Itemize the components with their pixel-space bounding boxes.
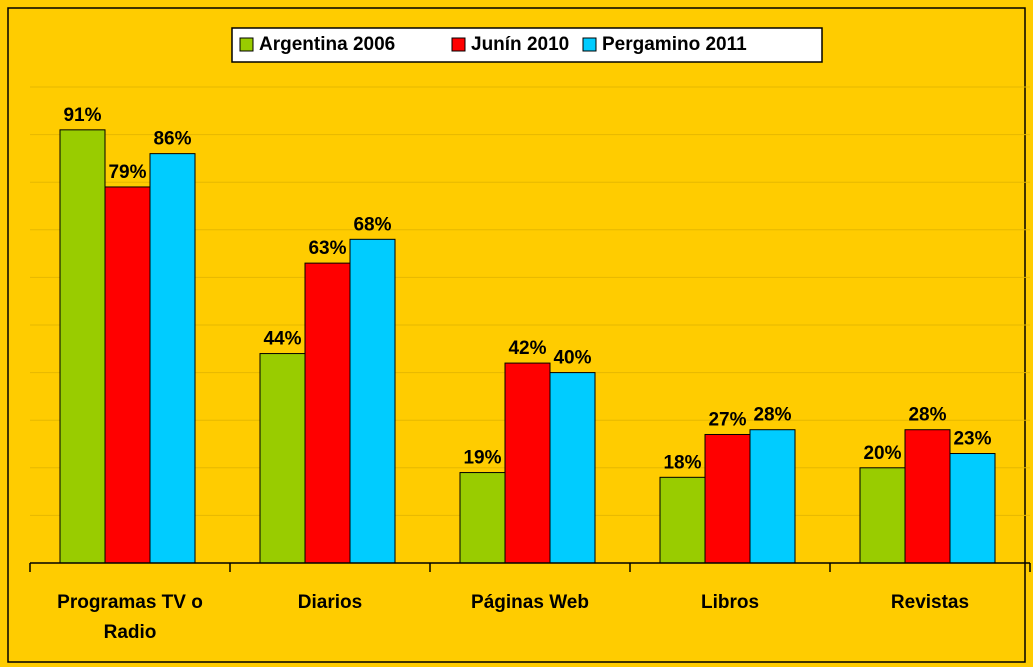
value-label: 68%: [353, 214, 391, 235]
x-tick-label: Páginas Web: [471, 592, 589, 613]
value-label: 19%: [463, 448, 501, 469]
bar: [59, 129, 106, 564]
value-label: 86%: [153, 129, 191, 150]
value-label: 79%: [108, 162, 146, 183]
bar: [749, 429, 796, 564]
bar: [304, 262, 351, 564]
value-label: 28%: [908, 405, 946, 426]
x-tick-label: Revistas: [890, 592, 970, 613]
legend-swatch: [582, 37, 597, 52]
bar: [259, 353, 306, 564]
value-label: 63%: [308, 238, 346, 259]
legend-label: Pergamino 2011: [602, 34, 747, 55]
bar: [504, 362, 551, 564]
value-label: 20%: [863, 443, 901, 464]
bar: [349, 238, 396, 564]
value-label: 23%: [953, 429, 991, 450]
bar: [904, 429, 951, 564]
value-label: 27%: [708, 409, 746, 430]
legend-swatch: [451, 37, 466, 52]
x-tick-label: Libros: [700, 592, 760, 613]
value-label: 91%: [63, 105, 101, 126]
bar: [104, 186, 151, 564]
legend-label: Argentina 2006: [259, 34, 395, 55]
legend-swatch: [239, 37, 254, 52]
bar: [659, 476, 706, 564]
value-label: 42%: [508, 338, 546, 359]
value-label: 44%: [263, 329, 301, 350]
legend-box: [231, 27, 823, 63]
legend-label: Junín 2010: [471, 34, 569, 55]
value-label: 40%: [553, 348, 591, 369]
x-tick-label: Programas TV o Radio: [57, 592, 203, 643]
bar: [859, 467, 906, 564]
bar: [459, 472, 506, 564]
bar: [949, 453, 996, 564]
x-tick-label: Diarios: [297, 592, 363, 613]
bar: [704, 433, 751, 564]
bar: [549, 372, 596, 564]
value-label: 18%: [663, 452, 701, 473]
value-label: 28%: [753, 405, 791, 426]
bar: [149, 153, 196, 564]
